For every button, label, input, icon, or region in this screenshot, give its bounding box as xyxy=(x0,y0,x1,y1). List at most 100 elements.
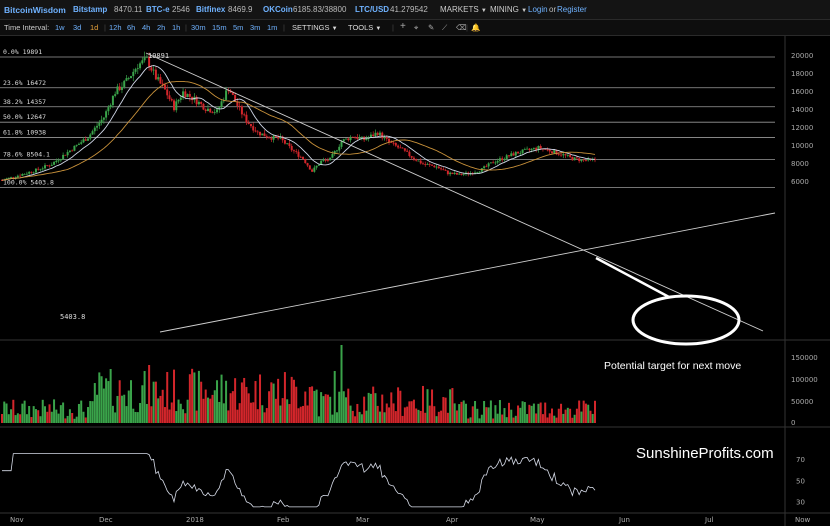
candle-body xyxy=(329,157,332,161)
volume-bar xyxy=(557,408,560,423)
interval-15m[interactable]: 15m xyxy=(212,23,227,32)
volume-bar xyxy=(34,409,37,423)
volume-bar xyxy=(317,416,320,423)
candle-body xyxy=(428,164,431,165)
volume-bar xyxy=(44,406,47,423)
interval-1m[interactable]: 1m xyxy=(267,23,278,32)
price-tick-label: 6000 xyxy=(791,178,809,186)
volume-bar xyxy=(532,403,535,423)
interval-1h[interactable]: 1h xyxy=(172,23,181,32)
volume-bar xyxy=(157,398,160,423)
volume-bars xyxy=(1,345,596,423)
volume-bar xyxy=(569,408,572,423)
volume-bar xyxy=(222,403,225,423)
volume-bar xyxy=(335,412,338,423)
pen-icon[interactable]: ✎ xyxy=(428,23,435,32)
volume-bar xyxy=(141,385,144,423)
interval-1w[interactable]: 1w xyxy=(55,23,65,32)
candle-body xyxy=(569,155,572,157)
ticker-btce-name[interactable]: BTC-e xyxy=(146,5,170,14)
interval-6h[interactable]: 6h xyxy=(127,23,136,32)
ticker-bitfinex-name[interactable]: Bitfinex xyxy=(196,5,226,14)
watermark: SunshineProfits.com xyxy=(636,445,774,462)
ticker-okcoin-name[interactable]: OKCoin xyxy=(263,5,293,14)
candle-body xyxy=(555,149,558,155)
volume-bar xyxy=(100,376,103,423)
candle-body xyxy=(57,160,60,162)
volume-bar xyxy=(324,394,327,423)
candle-body xyxy=(539,146,542,149)
crosshair-icon[interactable]: ⌖ xyxy=(414,23,419,32)
interval-30m[interactable]: 30m xyxy=(191,23,206,32)
candle-body xyxy=(173,100,176,111)
candle-body xyxy=(406,150,409,152)
interval-12h[interactable]: 12h xyxy=(109,23,122,32)
interval-1d[interactable]: 1d xyxy=(90,23,99,32)
toolbar-divider: | xyxy=(185,23,187,32)
volume-bar xyxy=(170,402,173,423)
volume-bar xyxy=(163,407,166,423)
candle-body xyxy=(23,173,26,175)
volume-bar xyxy=(229,393,232,423)
settings-menu[interactable]: SETTINGS ▼ xyxy=(292,23,338,32)
alarm-icon[interactable]: 🔔 xyxy=(471,23,481,32)
candle-body xyxy=(62,154,65,160)
candle-body xyxy=(437,166,440,169)
volume-bar xyxy=(510,409,513,423)
volume-bar xyxy=(168,409,171,423)
volume-bar xyxy=(152,381,155,423)
candle-body xyxy=(218,107,221,110)
candle-body xyxy=(132,71,135,77)
candle-body xyxy=(159,77,162,84)
volume-bar xyxy=(349,405,352,423)
candle-body xyxy=(489,162,492,164)
volume-bar xyxy=(143,371,146,423)
candle-body xyxy=(507,155,510,157)
volume-bar xyxy=(460,401,463,423)
volume-bar xyxy=(120,395,123,423)
interval-2h[interactable]: 2h xyxy=(157,23,166,32)
candle-body xyxy=(84,139,87,141)
candle-body xyxy=(455,172,458,175)
interval-3m[interactable]: 3m xyxy=(250,23,261,32)
candle-body xyxy=(433,165,436,168)
volume-bar xyxy=(573,414,576,423)
mining-menu[interactable]: MINING ▼ xyxy=(490,5,527,14)
volume-bar xyxy=(437,411,440,423)
ticker-ltcusd-name[interactable]: LTC/USD xyxy=(355,5,390,14)
site-logo[interactable]: BitcoinWisdom xyxy=(4,5,66,15)
candle-body xyxy=(388,138,391,143)
volume-bar xyxy=(39,416,42,423)
volume-bar xyxy=(202,398,205,423)
ticker-bitstamp-name[interactable]: Bitstamp xyxy=(73,5,108,14)
date-tick-label: Now xyxy=(795,516,811,524)
interval-3d[interactable]: 3d xyxy=(73,23,82,32)
candle-body xyxy=(566,155,569,156)
login-link[interactable]: Login xyxy=(528,5,548,14)
candle-body xyxy=(96,125,99,128)
candle-body xyxy=(496,160,499,163)
markets-menu[interactable]: MARKETS ▼ xyxy=(440,5,487,14)
volume-bar xyxy=(57,413,60,423)
candle-body xyxy=(168,95,171,100)
volume-bar xyxy=(23,400,26,423)
candle-body xyxy=(179,97,182,100)
volume-bar xyxy=(225,380,228,423)
interval-5m[interactable]: 5m xyxy=(233,23,244,32)
candle-body xyxy=(503,159,506,161)
plus-icon[interactable]: + xyxy=(400,21,406,32)
line-tool-icon[interactable]: ⟋ xyxy=(442,23,448,32)
price-chart[interactable]: 0.0% 19891 23.6% 16472 38.2% 14357 50.0% 12… xyxy=(0,36,830,526)
volume-bar xyxy=(517,405,520,423)
volume-bar xyxy=(209,398,212,423)
tools-menu[interactable]: TOOLS ▼ xyxy=(348,23,381,32)
candle-body xyxy=(535,147,538,150)
volume-bar xyxy=(403,407,406,423)
volume-bar xyxy=(111,405,114,423)
interval-4h[interactable]: 4h xyxy=(142,23,151,32)
register-link[interactable]: Register xyxy=(557,5,587,14)
eraser-icon[interactable]: ⌫ xyxy=(456,23,467,32)
candle-body xyxy=(292,150,295,152)
volume-bar xyxy=(290,376,293,423)
candle-body xyxy=(236,101,239,106)
